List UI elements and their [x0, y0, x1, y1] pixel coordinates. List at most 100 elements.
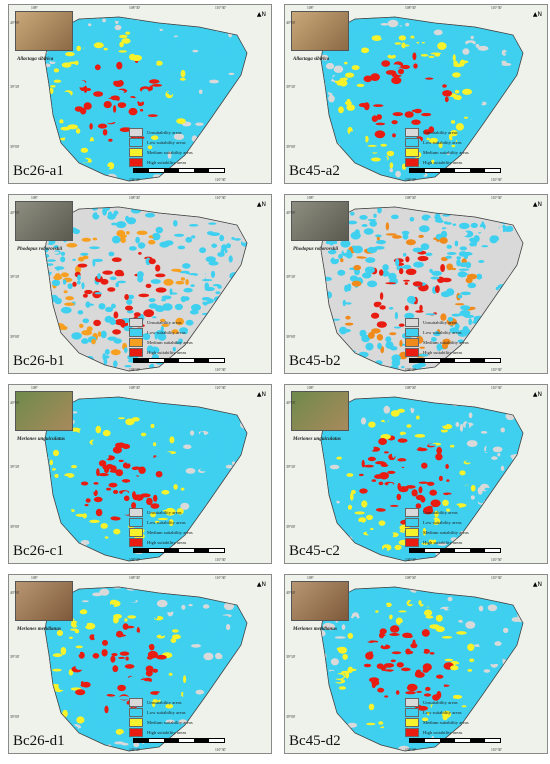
- habitat-patch: [102, 207, 110, 212]
- habitat-patch: [386, 531, 394, 539]
- habitat-patch: [380, 644, 391, 650]
- habitat-patch: [386, 460, 395, 466]
- habitat-patch: [367, 456, 376, 462]
- habitat-patch: [435, 453, 443, 461]
- habitat-patch: [102, 129, 108, 136]
- legend-swatch: [405, 127, 419, 137]
- habitat-patch: [388, 145, 394, 149]
- habitat-patch: [393, 326, 402, 329]
- boundary-outline: [320, 396, 524, 562]
- habitat-patch: [420, 243, 430, 251]
- habitat-patch: [375, 234, 382, 238]
- habitat-patch: [419, 304, 423, 312]
- habitat-patch: [106, 487, 112, 491]
- habitat-patch: [216, 429, 228, 435]
- habitat-patch: [163, 526, 170, 533]
- legend-item: Unsuitability areas: [129, 697, 215, 707]
- habitat-patch: [367, 219, 377, 221]
- habitat-patch: [54, 473, 59, 478]
- habitat-patch: [451, 101, 462, 110]
- legend-item: Medium suitability areas: [405, 147, 491, 157]
- habitat-patch: [165, 507, 176, 516]
- habitat-patch: [340, 522, 344, 526]
- coord-label-top-left: 108°: [307, 6, 314, 10]
- habitat-patch: [53, 245, 59, 249]
- habitat-patch: [147, 650, 158, 659]
- habitat-patch: [384, 451, 389, 454]
- habitat-patch: [367, 280, 378, 288]
- habitat-patch: [442, 338, 451, 345]
- habitat-patch: [76, 716, 85, 724]
- habitat-patch: [179, 472, 184, 478]
- coord-label-bottom-right: 110°30': [215, 178, 226, 182]
- habitat-patch: [395, 258, 400, 267]
- habitat-patch: [450, 31, 457, 39]
- habitat-patch: [160, 682, 172, 687]
- habitat-patch: [368, 102, 374, 108]
- coord-label-bottom-right: 110°30': [491, 178, 502, 182]
- habitat-patch: [92, 160, 104, 165]
- habitat-patch: [404, 312, 415, 319]
- habitat-patch: [169, 709, 175, 718]
- suitability-map: [9, 575, 271, 753]
- habitat-patch: [192, 49, 199, 53]
- habitat-patch: [77, 519, 86, 528]
- habitat-patch: [453, 94, 458, 100]
- habitat-patch: [410, 643, 418, 649]
- habitat-patch: [92, 653, 100, 659]
- habitat-patch: [405, 268, 417, 275]
- habitat-patch: [363, 464, 374, 468]
- habitat-patch: [68, 713, 76, 720]
- habitat-patch: [380, 634, 386, 637]
- habitat-patch: [179, 622, 190, 628]
- habitat-patch: [478, 497, 484, 504]
- legend-swatch: [405, 707, 419, 717]
- habitat-patch: [415, 310, 424, 313]
- habitat-patch: [490, 656, 499, 664]
- habitat-patch: [118, 645, 125, 649]
- habitat-patch: [333, 674, 344, 679]
- habitat-patch: [461, 705, 467, 708]
- coord-label-top-mid: 108°30': [405, 196, 417, 200]
- habitat-patch: [354, 511, 365, 515]
- habitat-patch: [416, 52, 421, 58]
- habitat-patch: [398, 610, 407, 613]
- habitat-patch: [176, 508, 184, 515]
- habitat-patch: [98, 460, 107, 467]
- habitat-patch: [442, 156, 446, 161]
- habitat-patch: [46, 628, 51, 634]
- habitat-patch: [235, 231, 243, 236]
- habitat-patch: [130, 44, 139, 50]
- habitat-patch: [123, 725, 128, 730]
- habitat-patch: [160, 325, 164, 332]
- habitat-patch: [385, 233, 397, 236]
- coord-label-top-mid: 108°30': [405, 576, 417, 580]
- habitat-patch: [111, 719, 120, 728]
- habitat-patch: [81, 330, 92, 336]
- habitat-patch: [459, 310, 471, 317]
- habitat-patch: [207, 298, 214, 304]
- habitat-patch: [492, 446, 503, 453]
- habitat-patch: [476, 631, 481, 636]
- habitat-patch: [162, 509, 170, 512]
- habitat-patch: [405, 22, 410, 27]
- habitat-patch: [141, 88, 149, 96]
- coord-label-top-right: 110°30': [491, 6, 502, 10]
- coord-label-left-mid: 39°30': [10, 655, 20, 659]
- habitat-patch: [197, 217, 202, 223]
- legend-label: Unsuitability areas: [423, 509, 458, 515]
- habitat-patch: [470, 35, 474, 40]
- habitat-patch: [147, 634, 158, 637]
- habitat-patch: [125, 625, 135, 629]
- habitat-patch: [385, 282, 397, 285]
- habitat-patch: [69, 493, 74, 498]
- habitat-patch: [456, 646, 462, 653]
- habitat-patch: [79, 428, 89, 435]
- habitat-patch: [75, 128, 81, 134]
- habitat-patch: [205, 445, 209, 449]
- coord-label-left-top: 40°00': [10, 401, 20, 405]
- habitat-patch: [71, 465, 77, 469]
- habitat-patch: [468, 616, 479, 622]
- habitat-patch: [129, 743, 135, 748]
- habitat-patch: [383, 725, 392, 730]
